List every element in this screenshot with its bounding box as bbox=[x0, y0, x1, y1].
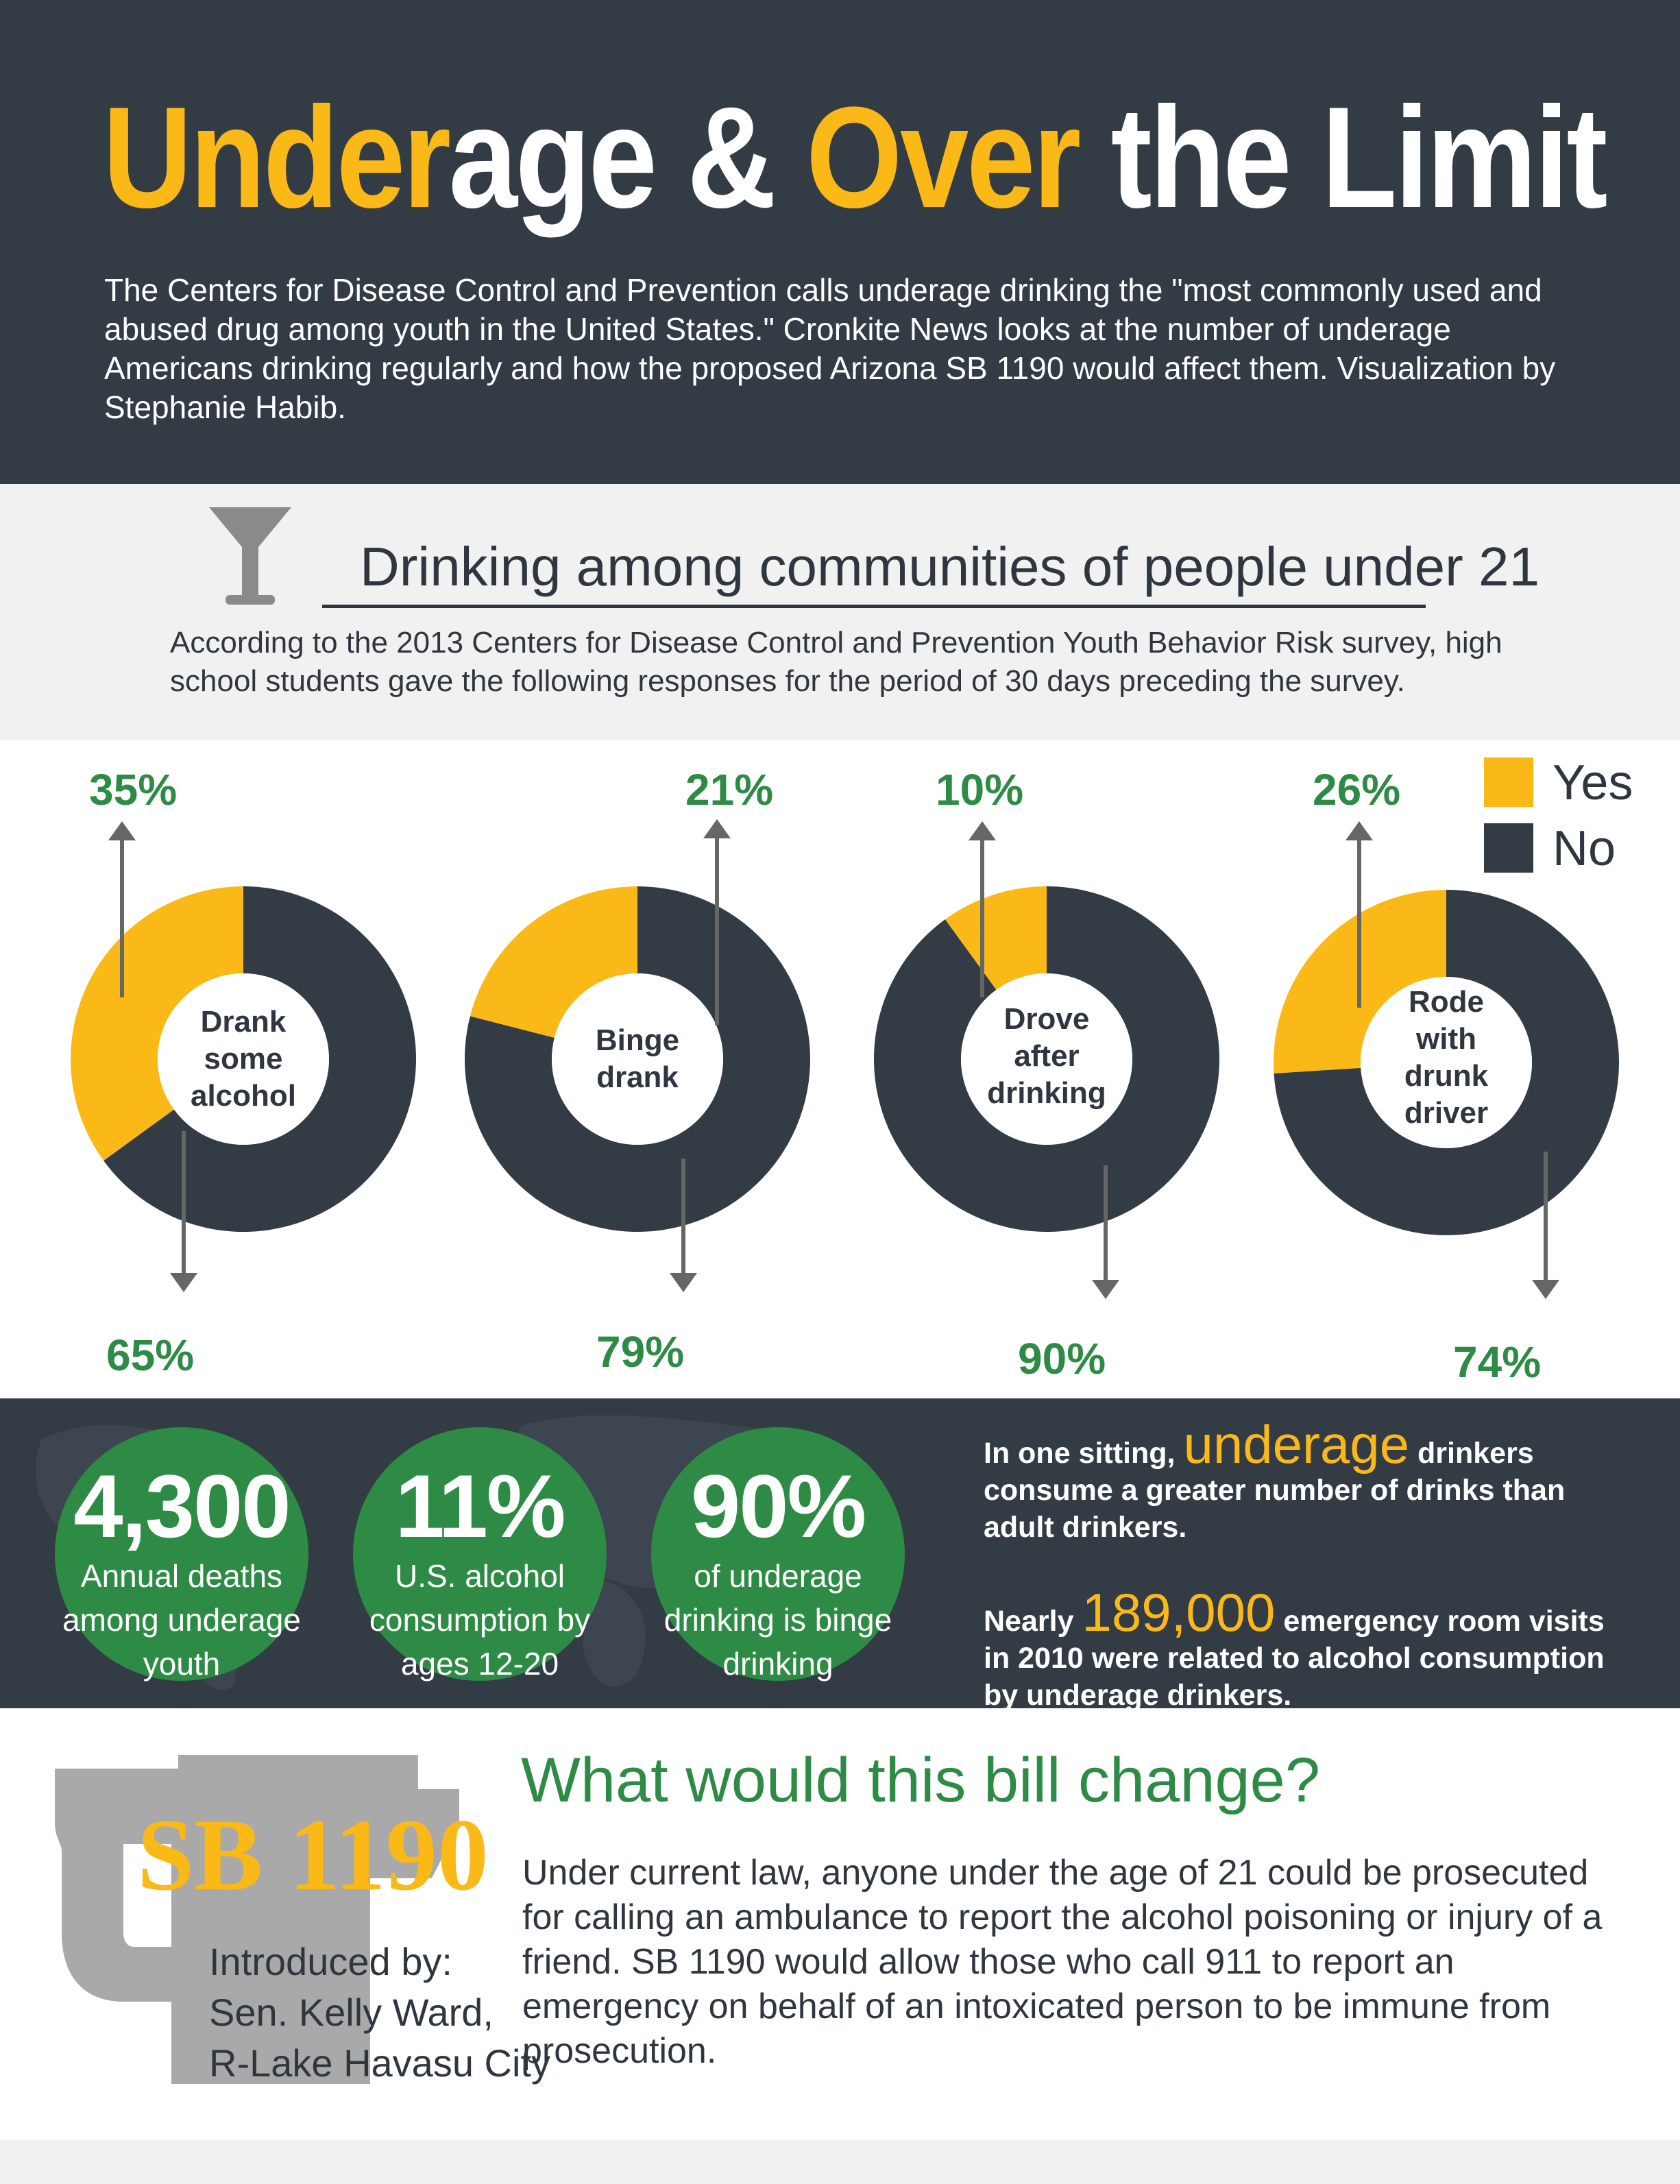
fact-underage: In one sitting, underage drinkers consum… bbox=[984, 1418, 1628, 1546]
stat-circle-consumption: 11% U.S. alcohol consumption by ages 12-… bbox=[353, 1427, 607, 1682]
bill-number: SB 1190 bbox=[137, 1798, 489, 1912]
donut-slice-no bbox=[1274, 890, 1620, 1236]
legend-swatch-no bbox=[1484, 823, 1533, 873]
donut-slice-yes bbox=[71, 886, 243, 1161]
arrow-down-head bbox=[1092, 1280, 1119, 1299]
yes-percent-label: 10% bbox=[936, 765, 1024, 814]
stat-caption-line: Annual deaths bbox=[80, 1558, 283, 1594]
fact-er-visits: Nearly 189,000 emergency room visits in … bbox=[984, 1586, 1628, 1714]
stat-caption-line: ages 12-20 bbox=[400, 1646, 559, 1682]
donut-center-label: Binge drank bbox=[595, 1023, 680, 1094]
title-under: Under bbox=[103, 77, 451, 238]
stat-value: 90% bbox=[690, 1456, 866, 1556]
bottom-strip bbox=[0, 2140, 1680, 2184]
stat-caption-line: drinking bbox=[722, 1646, 833, 1682]
no-percent-label: 79% bbox=[596, 1327, 685, 1376]
yes-percent-label: 21% bbox=[685, 765, 774, 814]
no-percent-label: 65% bbox=[106, 1331, 195, 1380]
donut-charts: Drank some alcohol 35% 65% Binge drank 21% 79… bbox=[0, 740, 1680, 1398]
legend-label-no: No bbox=[1553, 821, 1616, 876]
facts-text: In one sitting, underage drinkers consum… bbox=[984, 1418, 1628, 1714]
stat-value: 4,300 bbox=[73, 1456, 291, 1556]
bill-introduced-by: Introduced by: Sen. Kelly Ward, R-Lake H… bbox=[209, 1937, 550, 2089]
header: Underage & Over the Limit The Centers fo… bbox=[0, 0, 1680, 484]
arrow-up-head bbox=[108, 821, 136, 840]
donut-slice-yes bbox=[470, 886, 637, 1038]
stat-circle-deaths: 4,300 Annual deaths among underage youth bbox=[55, 1427, 308, 1682]
arrow-down-head bbox=[1532, 1280, 1559, 1299]
arrow-down-head bbox=[170, 1273, 197, 1292]
donut-center-label: Drank some alcohol bbox=[190, 1005, 297, 1113]
donut-center-label: Drove after drinking bbox=[987, 1002, 1106, 1110]
fact-highlight: underage bbox=[1183, 1414, 1410, 1475]
section-description: According to the 2013 Centers for Diseas… bbox=[170, 626, 1502, 698]
stat-caption-line: drinking is binge bbox=[664, 1602, 892, 1638]
donut-hole bbox=[1361, 977, 1532, 1148]
title-the-limit: the Limit bbox=[1078, 77, 1608, 238]
fact-highlight: 189,000 bbox=[1082, 1582, 1276, 1642]
page-title: Underage & Over the Limit bbox=[103, 75, 1608, 240]
stat-caption-line: youth bbox=[143, 1646, 221, 1682]
donut-hole bbox=[158, 973, 329, 1145]
introduced-line: Introduced by: bbox=[209, 1940, 452, 1983]
stat-caption-line: U.S. alcohol bbox=[394, 1558, 565, 1594]
beer-mug-icon bbox=[55, 1755, 459, 2084]
donut-hole bbox=[961, 973, 1132, 1145]
donut-slice-no bbox=[874, 886, 1219, 1233]
bill-text: Under current law, anyone under the age … bbox=[522, 1853, 1603, 2071]
yes-percent-label: 35% bbox=[89, 765, 178, 814]
legend-swatch-yes bbox=[1484, 757, 1533, 807]
introduced-line: R-Lake Havasu City bbox=[209, 2041, 550, 2085]
fact-text: In one sitting, bbox=[984, 1437, 1184, 1470]
stat-caption-line: consumption by bbox=[369, 1602, 591, 1638]
stat-value: 11% bbox=[395, 1456, 565, 1556]
donut-chart-svg bbox=[71, 819, 1620, 1299]
bill-title: What would this bill change? bbox=[521, 1745, 1320, 1815]
donut-slice-yes bbox=[945, 886, 1047, 990]
martini-glass-icon bbox=[209, 507, 291, 605]
donut-slice-no bbox=[465, 886, 810, 1233]
donut-hole bbox=[552, 973, 723, 1145]
intro-text: The Centers for Disease Control and Prev… bbox=[104, 272, 1556, 425]
no-percent-label: 74% bbox=[1453, 1337, 1542, 1387]
fact-text: Nearly bbox=[984, 1605, 1082, 1638]
fact-text: drinkers consume a greater number of dri… bbox=[984, 1437, 1566, 1544]
yes-percent-label: 26% bbox=[1313, 765, 1401, 814]
legend-label-yes: Yes bbox=[1553, 755, 1633, 810]
stat-caption-line: of underage bbox=[694, 1558, 862, 1594]
title-over: Over bbox=[805, 77, 1081, 238]
fact-text: emergency room visits in 2010 were relat… bbox=[984, 1605, 1605, 1712]
section-drinking-communities bbox=[0, 484, 1680, 740]
arrow-up-head bbox=[703, 819, 731, 838]
donut-center-label: Rode with drunk driver bbox=[1404, 985, 1489, 1130]
introduced-line: Sen. Kelly Ward, bbox=[209, 1991, 494, 2034]
arrow-down-head bbox=[670, 1273, 697, 1292]
arrow-up-head bbox=[1346, 821, 1373, 840]
no-percent-label: 90% bbox=[1018, 1334, 1106, 1383]
title-age: age & bbox=[448, 77, 806, 238]
stat-caption-line: among underage bbox=[62, 1602, 301, 1638]
stat-circle-binge: 90% of underage drinking is binge drinki… bbox=[651, 1427, 905, 1682]
arrow-up-head bbox=[969, 821, 996, 840]
section-title: Drinking among communities of people und… bbox=[322, 529, 1539, 608]
